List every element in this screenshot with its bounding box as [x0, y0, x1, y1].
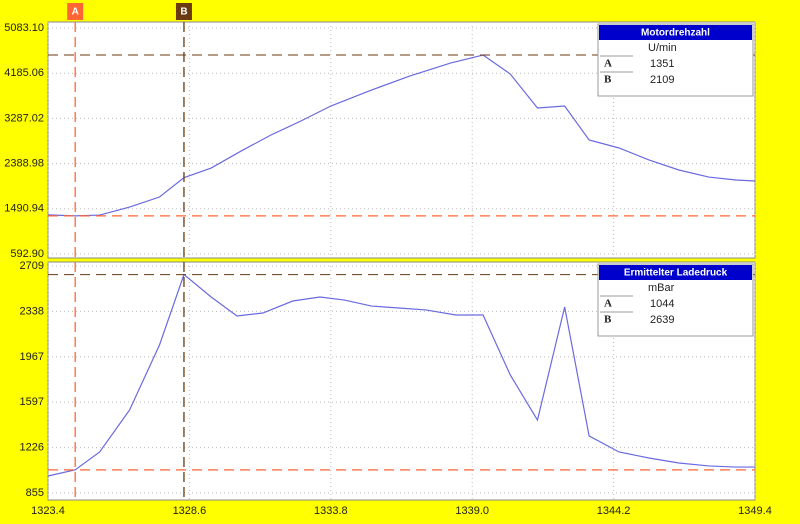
y-tick-label: 855: [26, 487, 44, 499]
y-tick-label: 1967: [20, 351, 44, 363]
legend-title: Ermittelter Ladedruck: [624, 268, 728, 279]
cursor-tag: [175, 3, 192, 20]
cursor-tag-label: B: [180, 7, 187, 18]
x-tick-label: 1323.4: [31, 505, 65, 517]
legend-value: 2639: [650, 314, 674, 326]
x-tick-label: 1328.6: [173, 505, 207, 517]
legend-title: Motordrehzahl: [641, 28, 710, 39]
data-line: [47, 273, 755, 477]
legend-header: [599, 25, 752, 40]
legend-unit: U/min: [648, 42, 677, 54]
cursor-tag: [67, 3, 84, 20]
y-tick-label: 3287.02: [4, 112, 44, 124]
legend-value: 2109: [650, 74, 674, 86]
y-tick-label: 592.90: [10, 248, 44, 260]
legend-cursor: A: [604, 58, 612, 70]
legend: Ermittelter Ladedruck mBar A 1044 B 2639: [597, 263, 754, 337]
cursor-tag-label: A: [72, 7, 79, 18]
legend-value: 1044: [650, 298, 674, 310]
legend-cursor: B: [604, 314, 612, 326]
legend-value: 1351: [650, 58, 674, 70]
legend-header: [599, 265, 752, 280]
y-tick-label: 1490.94: [4, 203, 44, 215]
legend-cursor: B: [604, 74, 612, 86]
y-tick-label: 4185.06: [4, 67, 44, 79]
y-tick-label: 1597: [20, 396, 44, 408]
y-tick-label: 1226: [20, 441, 44, 453]
x-tick-label: 1344.2: [597, 505, 631, 517]
y-tick-label: 2709: [20, 260, 44, 272]
legend: Motordrehzahl U/min A 1351 B 2109: [597, 23, 754, 97]
data-line: [47, 54, 756, 217]
legend-cursor: A: [604, 298, 612, 310]
x-tick-label: 1339.0: [455, 505, 489, 517]
y-tick-label: 2388.98: [4, 158, 44, 170]
y-tick-label: 2338: [20, 305, 44, 317]
legend-unit: mBar: [648, 282, 675, 294]
x-tick-label: 1333.8: [314, 505, 348, 517]
y-tick-label: 5083.10: [4, 22, 44, 34]
x-tick-label: 1349.4: [738, 505, 772, 517]
